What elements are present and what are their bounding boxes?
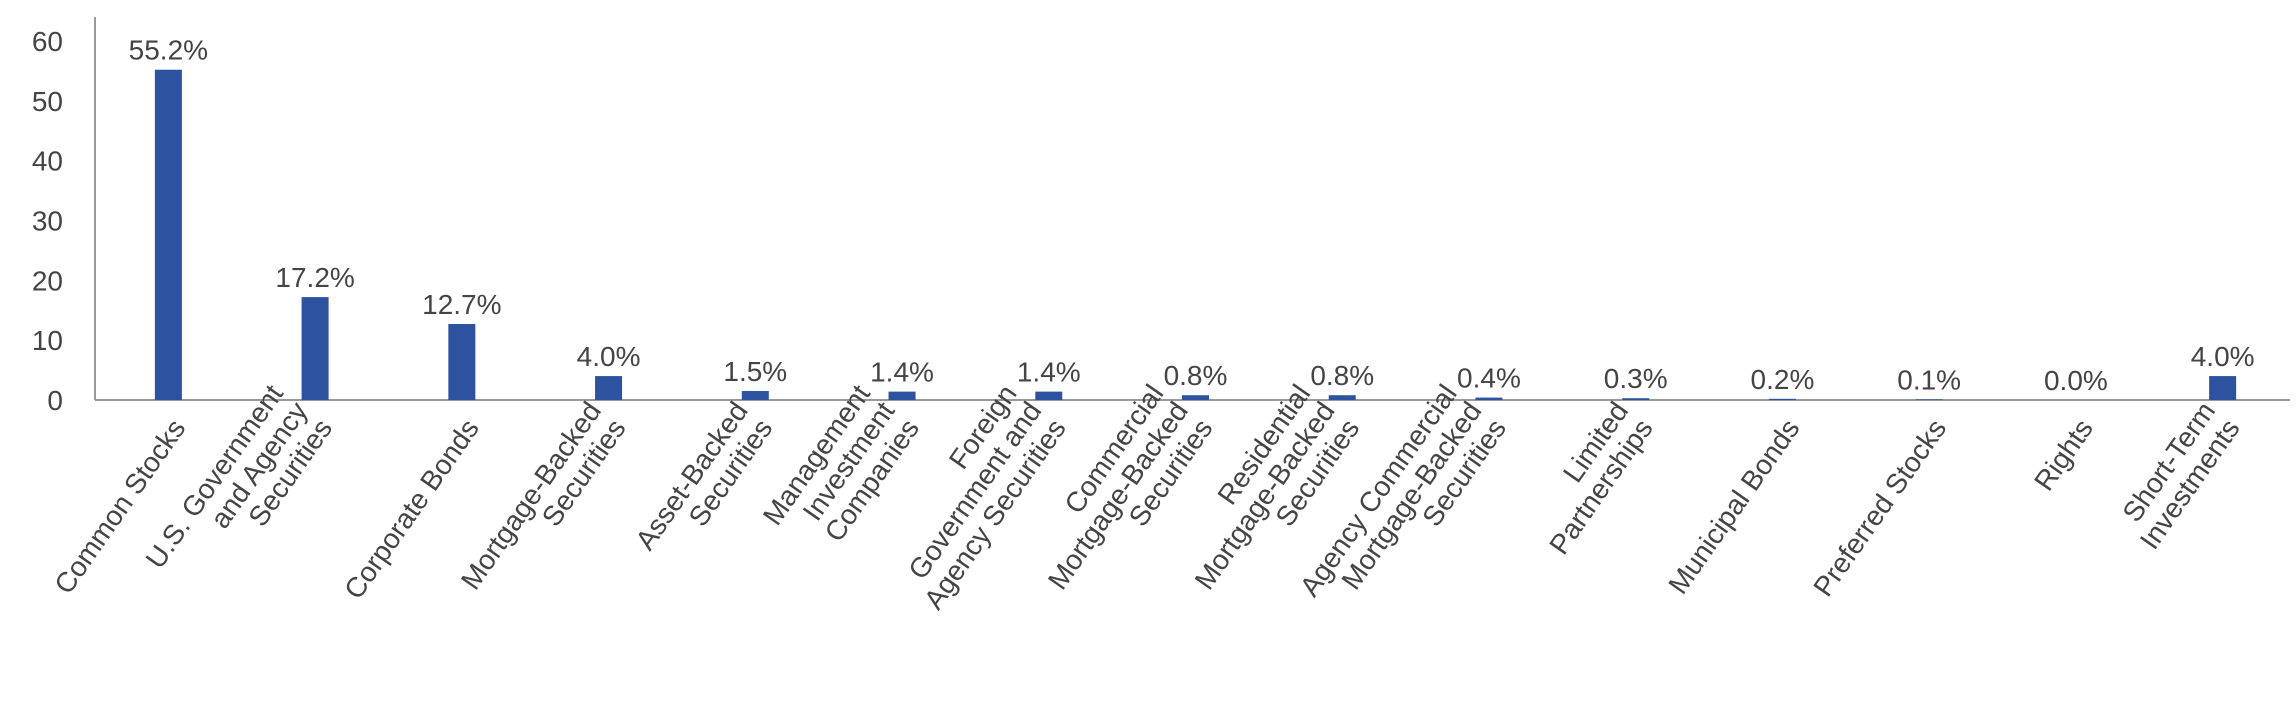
bar bbox=[1035, 391, 1063, 400]
value-label: 1.4% bbox=[870, 357, 934, 388]
x-tick-label: U.S. Governmentand AgencySecurities bbox=[140, 379, 339, 609]
bar bbox=[595, 376, 623, 400]
y-tick-label: 0 bbox=[47, 385, 63, 416]
bar bbox=[1915, 399, 1943, 400]
bar bbox=[1768, 398, 1796, 400]
x-tick-label: Asset-BackedSecurities bbox=[629, 396, 778, 572]
y-tick-label: 20 bbox=[32, 265, 63, 296]
x-tick-label-line: Rights bbox=[2028, 413, 2099, 496]
x-tick-label-line: Common Stocks bbox=[48, 413, 191, 599]
x-tick-label: ManagementInvestmentCompanies bbox=[757, 379, 925, 565]
bar bbox=[741, 391, 769, 400]
value-label: 0.2% bbox=[1751, 364, 1815, 395]
value-label: 12.7% bbox=[422, 289, 501, 320]
value-label: 17.2% bbox=[275, 262, 354, 293]
value-label: 0.0% bbox=[2044, 365, 2108, 396]
bar bbox=[1475, 397, 1503, 400]
y-tick-label: 40 bbox=[32, 146, 63, 177]
x-tick-label: Short-TermInvestments bbox=[2109, 396, 2246, 555]
x-tick-label-line: Preferred Stocks bbox=[1807, 413, 1952, 602]
value-label: 4.0% bbox=[2191, 341, 2255, 372]
value-label: 1.5% bbox=[723, 356, 787, 387]
bar bbox=[154, 69, 182, 400]
y-tick-label: 60 bbox=[32, 26, 63, 57]
y-tick-label: 30 bbox=[32, 206, 63, 237]
value-label: 1.4% bbox=[1017, 357, 1081, 388]
bar bbox=[448, 324, 476, 400]
value-label: 4.0% bbox=[577, 341, 641, 372]
x-tick-label: Mortgage-BackedSecurities bbox=[455, 396, 632, 612]
bar bbox=[2209, 376, 2237, 400]
x-tick-label: CommercialMortgage-BackedSecurities bbox=[1017, 379, 1218, 612]
y-tick-label: 10 bbox=[32, 325, 63, 356]
x-tick-label-line: Municipal Bonds bbox=[1662, 413, 1805, 599]
y-tick-label: 50 bbox=[32, 86, 63, 117]
x-tick-label: Rights bbox=[2028, 413, 2099, 496]
bar bbox=[301, 297, 329, 400]
value-label: 0.4% bbox=[1457, 363, 1521, 394]
value-label: 0.3% bbox=[1604, 363, 1668, 394]
bar bbox=[1622, 398, 1650, 400]
value-label: 0.1% bbox=[1897, 364, 1961, 395]
value-label: 0.8% bbox=[1164, 360, 1228, 391]
x-tick-label: LimitedPartnerships bbox=[1519, 396, 1659, 560]
value-label: 55.2% bbox=[129, 35, 208, 66]
value-label: 0.8% bbox=[1310, 360, 1374, 391]
x-tick-label: Common Stocks bbox=[48, 413, 191, 599]
bar bbox=[1182, 395, 1209, 400]
bar bbox=[1328, 395, 1356, 400]
x-tick-label: Preferred Stocks bbox=[1807, 413, 1952, 602]
x-tick-label: Municipal Bonds bbox=[1662, 413, 1805, 599]
bar bbox=[888, 391, 916, 400]
